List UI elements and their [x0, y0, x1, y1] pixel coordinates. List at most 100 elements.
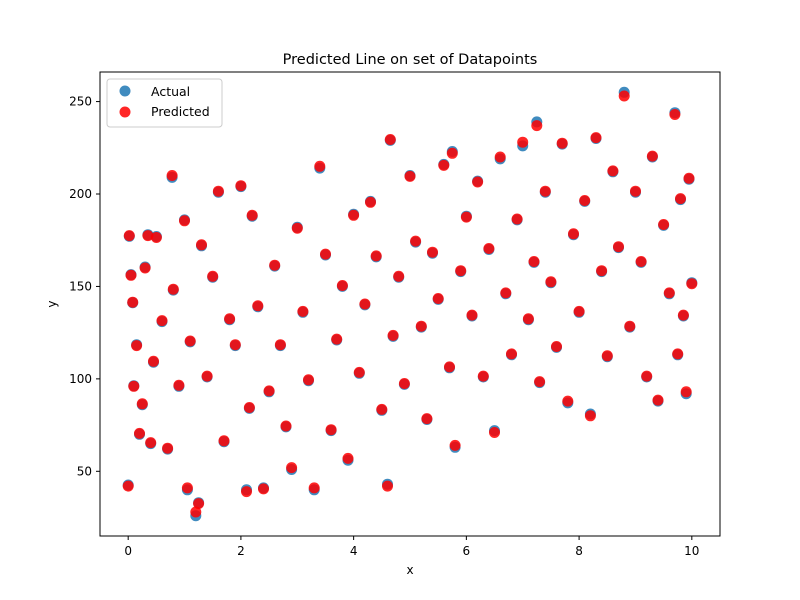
point-predicted-39: [280, 420, 292, 432]
point-predicted-12: [150, 232, 162, 243]
point-predicted-66: [427, 246, 438, 258]
point-predicted-83: [517, 136, 529, 148]
point-predicted-19: [181, 482, 193, 494]
point-predicted-96: [584, 410, 596, 422]
point-predicted-2: [125, 269, 137, 281]
point-predicted-86: [531, 120, 543, 132]
point-predicted-48: [331, 333, 343, 345]
point-predicted-87: [534, 376, 546, 388]
point-predicted-32: [243, 402, 255, 413]
point-predicted-110: [663, 287, 675, 299]
point-predicted-94: [573, 305, 585, 317]
point-predicted-51: [348, 209, 360, 221]
point-predicted-112: [672, 348, 684, 360]
point-predicted-78: [489, 427, 500, 438]
point-predicted-111: [669, 109, 681, 120]
point-predicted-59: [387, 329, 399, 341]
points-layer: [122, 86, 698, 522]
point-predicted-42: [297, 305, 309, 317]
x-axis-label: x: [406, 563, 413, 577]
point-predicted-35: [258, 483, 269, 495]
point-predicted-90: [551, 341, 562, 352]
x-tick-label: 8: [575, 544, 583, 558]
point-predicted-77: [483, 243, 495, 254]
point-predicted-73: [460, 211, 472, 223]
point-predicted-5: [131, 340, 143, 352]
point-predicted-65: [421, 413, 433, 425]
x-tick-label: 0: [124, 544, 132, 558]
point-predicted-47: [325, 424, 337, 436]
point-predicted-74: [466, 309, 478, 321]
point-predicted-114: [677, 309, 689, 321]
plot-frame: [99, 71, 721, 537]
point-predicted-113: [675, 193, 686, 205]
point-predicted-29: [229, 339, 241, 351]
x-tick-label: 2: [237, 544, 245, 558]
point-predicted-68: [438, 159, 450, 171]
y-axis-label: y: [45, 300, 59, 307]
point-predicted-30: [235, 180, 247, 192]
point-predicted-17: [173, 379, 185, 391]
point-predicted-3: [127, 296, 139, 308]
point-predicted-108: [652, 394, 664, 406]
point-predicted-80: [500, 287, 512, 299]
point-predicted-107: [646, 150, 658, 162]
point-predicted-45: [314, 160, 326, 172]
x-tick-label: 6: [463, 544, 471, 558]
point-predicted-20: [184, 335, 196, 347]
point-predicted-95: [579, 195, 591, 206]
point-predicted-82: [511, 213, 523, 225]
point-predicted-24: [201, 370, 213, 382]
point-predicted-116: [683, 172, 695, 184]
point-predicted-85: [528, 256, 540, 267]
point-predicted-52: [353, 366, 365, 378]
point-predicted-117: [686, 278, 698, 290]
point-predicted-28: [224, 313, 236, 325]
point-predicted-72: [455, 265, 467, 277]
point-predicted-49: [336, 280, 348, 291]
point-predicted-103: [624, 320, 636, 332]
point-predicted-88: [539, 185, 551, 197]
point-predicted-109: [658, 219, 670, 230]
point-predicted-92: [562, 395, 574, 407]
point-predicted-25: [207, 270, 219, 282]
point-predicted-53: [359, 298, 371, 310]
point-predicted-41: [291, 222, 303, 234]
point-predicted-11: [148, 355, 159, 367]
point-predicted-10: [145, 437, 157, 449]
point-predicted-99: [601, 350, 613, 362]
point-predicted-46: [320, 248, 331, 260]
y-axis-ticks: 50 100 150 200 250: [69, 95, 100, 478]
point-predicted-14: [162, 442, 174, 454]
point-predicted-43: [303, 374, 314, 386]
point-predicted-36: [263, 385, 275, 397]
point-predicted-54: [365, 196, 376, 208]
point-predicted-76: [477, 370, 489, 382]
point-predicted-71: [449, 439, 461, 451]
legend-box: [106, 78, 223, 128]
point-predicted-23: [196, 239, 207, 251]
point-predicted-106: [641, 370, 653, 382]
point-predicted-64: [415, 320, 427, 332]
point-predicted-56: [376, 403, 388, 415]
point-predicted-79: [494, 151, 506, 163]
legend: Actual Predicted: [106, 78, 223, 128]
point-predicted-50: [342, 452, 354, 464]
x-axis-ticks: 0 2 4 6 8 10: [124, 536, 699, 558]
point-predicted-115: [680, 386, 692, 398]
point-predicted-34: [252, 300, 264, 312]
point-predicted-18: [179, 215, 190, 227]
point-predicted-102: [618, 90, 630, 102]
point-predicted-1: [123, 230, 135, 242]
point-predicted-38: [274, 339, 286, 351]
point-predicted-101: [613, 241, 624, 253]
point-predicted-93: [568, 228, 579, 240]
point-predicted-70: [446, 147, 458, 159]
point-predicted-9: [142, 230, 154, 242]
point-predicted-61: [398, 378, 410, 389]
point-predicted-6: [134, 427, 145, 439]
point-predicted-91: [556, 137, 568, 149]
point-predicted-55: [370, 250, 382, 262]
point-predicted-62: [404, 170, 416, 182]
